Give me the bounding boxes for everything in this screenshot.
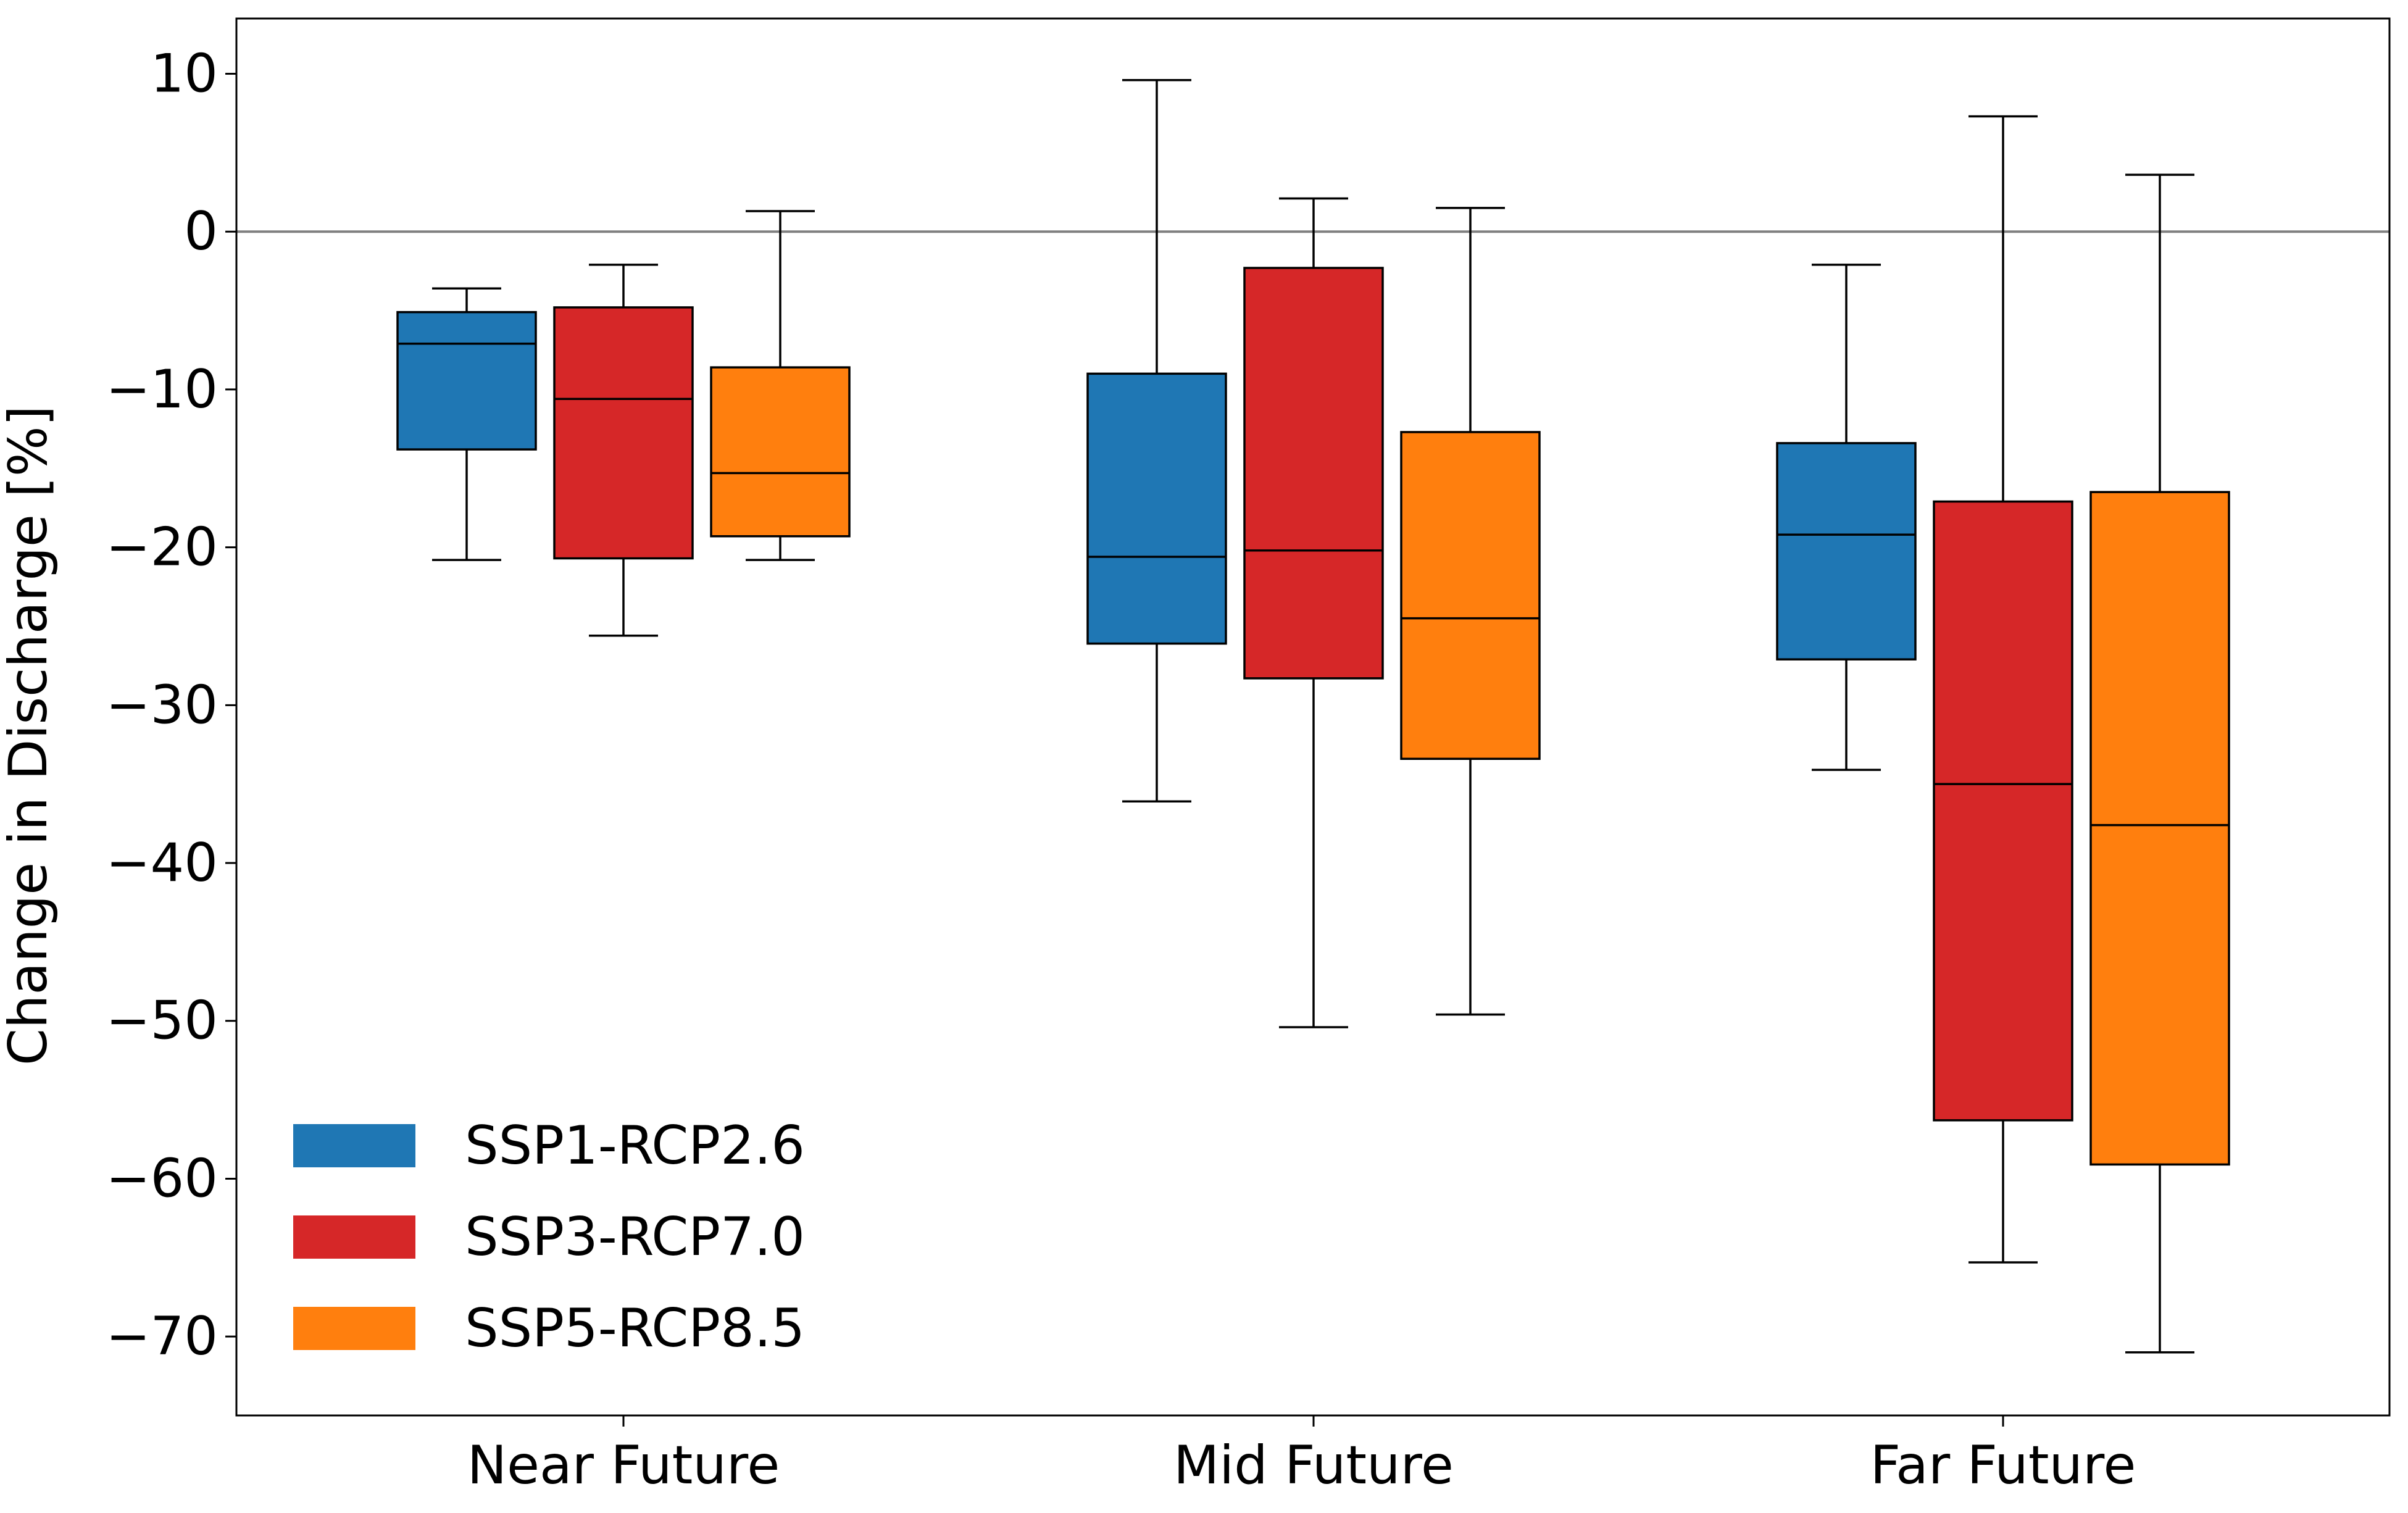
legend-swatch — [293, 1307, 415, 1350]
y-tick-label: −60 — [106, 1148, 219, 1209]
box-body — [553, 306, 694, 560]
box-body — [1243, 267, 1384, 680]
box-SSP1-RCP2.6-mid-future — [1086, 78, 1227, 803]
box-SSP3-RCP7.0-near-future — [553, 264, 694, 637]
legend: SSP1-RCP2.6 SSP3-RCP7.0 SSP5-RCP8.5 — [293, 1115, 805, 1359]
y-tick-label: −40 — [106, 832, 219, 894]
box-body — [396, 311, 537, 451]
box-body — [1933, 500, 2073, 1122]
box-body — [1400, 431, 1541, 761]
x-tick-label: Near Future — [467, 1435, 780, 1496]
box-SSP3-RCP7.0-far-future — [1933, 115, 2073, 1264]
legend-label: SSP5-RCP8.5 — [465, 1298, 805, 1359]
x-tick-label: Far Future — [1870, 1435, 2136, 1496]
box-body — [2089, 491, 2230, 1166]
box-SSP5-RCP8.5-mid-future — [1400, 207, 1541, 1016]
y-tick-label: −20 — [106, 517, 219, 578]
y-tick-label: −50 — [106, 990, 219, 1052]
y-tick-label: −10 — [106, 359, 219, 420]
x-tick-label: Mid Future — [1173, 1435, 1454, 1496]
box-SSP5-RCP8.5-far-future — [2089, 173, 2230, 1354]
box-body — [710, 366, 851, 538]
box-body — [1086, 372, 1227, 645]
y-tick-label: −30 — [106, 674, 219, 736]
legend-swatch — [293, 1215, 415, 1259]
box-SSP1-RCP2.6-near-future — [396, 287, 537, 561]
y-axis-label: Change in Discharge [%] — [0, 406, 59, 1065]
x-axis: Near Future Mid Future Far Future — [467, 1415, 2136, 1496]
legend-item-SSP5-RCP8.5: SSP5-RCP8.5 — [293, 1298, 805, 1359]
boxes-layer — [396, 78, 2230, 1354]
y-tick-label: 10 — [151, 43, 218, 104]
y-tick-label: 0 — [184, 201, 218, 262]
legend-item-SSP1-RCP2.6: SSP1-RCP2.6 — [293, 1115, 805, 1177]
legend-item-SSP3-RCP7.0: SSP3-RCP7.0 — [293, 1206, 805, 1268]
box-SSP1-RCP2.6-far-future — [1776, 264, 1917, 771]
box-SSP5-RCP8.5-near-future — [710, 210, 851, 561]
y-axis: 10 0 −10 −20 −30 −40 −50 −60 −70 — [106, 43, 236, 1367]
legend-label: SSP1-RCP2.6 — [465, 1115, 805, 1177]
legend-swatch — [293, 1124, 415, 1167]
legend-label: SSP3-RCP7.0 — [465, 1206, 805, 1268]
y-tick-label: −70 — [106, 1306, 219, 1367]
box-SSP3-RCP7.0-mid-future — [1243, 197, 1384, 1028]
box-body — [1776, 442, 1917, 661]
